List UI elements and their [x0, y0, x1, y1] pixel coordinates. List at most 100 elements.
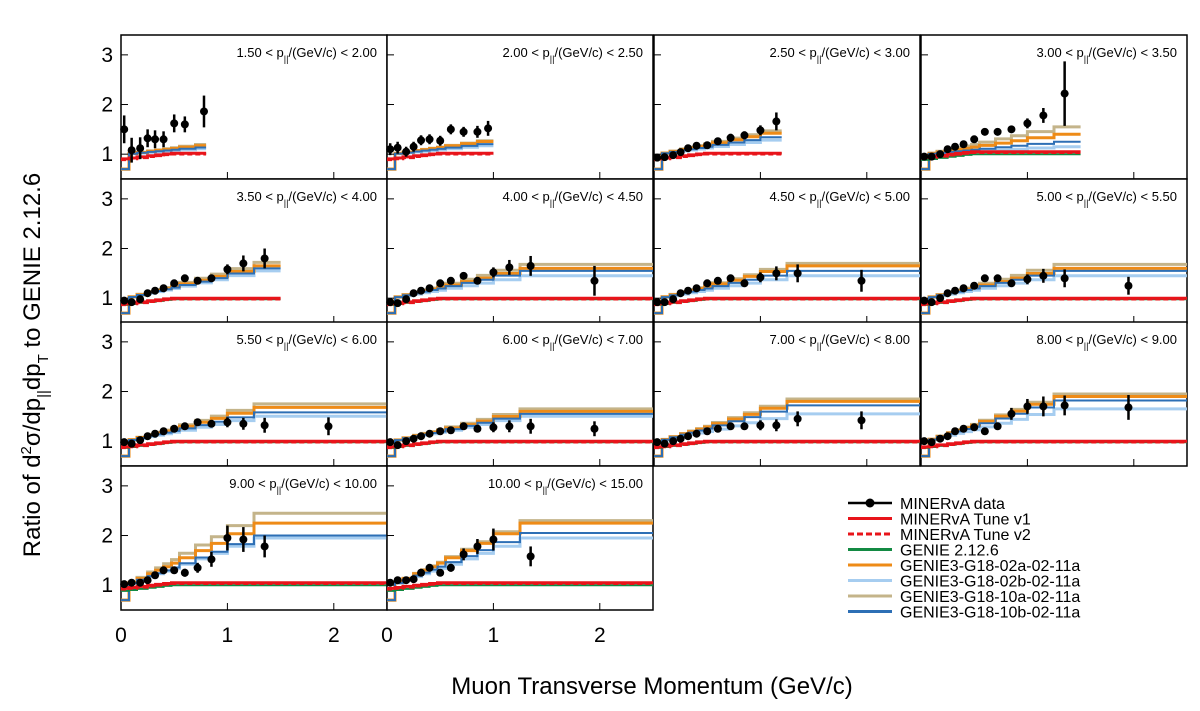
data-point: [393, 576, 402, 585]
data-point: [402, 576, 411, 585]
data-point: [436, 279, 445, 288]
data-point: [1039, 402, 1048, 411]
legend-label: MINERvA data: [900, 496, 1005, 513]
data-point: [676, 148, 685, 157]
data-point: [324, 422, 333, 431]
data-point: [193, 418, 202, 427]
legend-label: MINERvA Tune v1: [900, 512, 1031, 529]
model-histogram-tune-v2: [121, 582, 387, 591]
data-point: [927, 438, 936, 447]
panel-bin-label: 1.50 < p||/(GeV/c) < 2.00: [236, 45, 377, 64]
legend-marker: [865, 498, 875, 508]
data-point: [409, 142, 418, 151]
data-point: [180, 274, 189, 283]
panel-bin-label-part: ||: [817, 54, 822, 64]
y-tick-label: 2: [101, 381, 113, 404]
legend-item: GENIE3-G18-10b-02-11a: [848, 605, 1080, 622]
data-point: [473, 424, 482, 433]
data-point: [417, 136, 426, 145]
data-point: [459, 422, 468, 431]
data-point: [713, 276, 722, 285]
data-point: [489, 535, 498, 544]
model-histogram-b10: [654, 136, 782, 171]
data-point: [417, 568, 426, 577]
x-tick-label: 0: [381, 624, 393, 647]
data-point: [393, 299, 402, 308]
panel: 6.00 < p||/(GeV/c) < 7.00: [386, 321, 654, 467]
data-point: [409, 434, 418, 443]
data-point: [703, 427, 712, 436]
y-axis-label-part: to GENIE 2.12.6: [19, 173, 46, 354]
panel-bin-label: 5.50 < p||/(GeV/c) < 6.00: [236, 332, 377, 351]
model-histogram-g2: [387, 584, 653, 592]
data-point: [260, 542, 269, 551]
panel-bin-label-part: /(GeV/c) < 6.00: [288, 332, 377, 347]
panel-bin-label-part: 4.00 < p: [502, 189, 549, 204]
data-point: [223, 418, 232, 427]
model-histogram-v1: [387, 151, 494, 161]
data-point: [1007, 409, 1016, 418]
model-histogram-tune-v2: [121, 440, 387, 450]
legend-item: MINERvA Tune v2: [848, 527, 1031, 544]
y-tick-label: 3: [101, 188, 113, 211]
legend-item: GENIE3-G18-02a-02-11a: [848, 558, 1080, 575]
panel-bin-label-part: ||: [284, 198, 289, 208]
data-point: [959, 284, 968, 293]
data-point: [151, 571, 160, 580]
model-histogram-tune-v2: [921, 297, 1187, 307]
panel-bin-label-part: ||: [1084, 54, 1089, 64]
panel-bin-label-part: ||: [550, 54, 555, 64]
data-point: [393, 143, 402, 152]
data-point: [151, 429, 160, 438]
panel-bin-label-part: /(GeV/c) < 7.00: [554, 332, 643, 347]
data-point: [489, 423, 498, 432]
panel-bin-label-part: ||: [1084, 198, 1089, 208]
panel-bin-label-part: /(GeV/c) < 3.00: [821, 45, 910, 60]
data-point: [207, 419, 216, 428]
data-point: [402, 437, 411, 446]
data-point: [740, 131, 749, 140]
model-histogram-g2: [121, 584, 387, 592]
data-point: [1023, 402, 1032, 411]
data-point: [669, 295, 678, 304]
panel-bin-label: 2.00 < p||/(GeV/c) < 2.50: [502, 45, 643, 64]
data-point: [386, 438, 395, 447]
legend-item: MINERvA Tune v1: [848, 512, 1031, 529]
data-point: [726, 422, 735, 431]
data-point: [959, 424, 968, 433]
model-histogram-b10: [121, 146, 207, 171]
data-point: [207, 274, 216, 283]
data-point: [425, 429, 434, 438]
panel-bin-label-part: ||: [817, 341, 822, 351]
data-point: [143, 576, 152, 585]
legend-label: GENIE3-G18-02b-02-11a: [900, 574, 1080, 591]
panel-bin-label-part: 6.00 < p: [502, 332, 549, 347]
data-point: [660, 298, 669, 307]
data-point: [1007, 279, 1016, 288]
data-point: [526, 552, 535, 561]
data-point: [653, 298, 662, 307]
data-point: [417, 286, 426, 295]
y-axis-label: Ratio of d2σ/dp||dpT to GENIE 2.12.6: [18, 173, 52, 557]
data-point: [223, 265, 232, 274]
panel-bin-label-part: 3.50 < p: [236, 189, 283, 204]
y-tick-label: 2: [101, 94, 113, 117]
data-point: [393, 441, 402, 450]
data-point: [260, 421, 269, 430]
data-point: [127, 578, 136, 587]
y-axis-label-part: Ratio of d: [19, 454, 46, 557]
data-point: [505, 263, 514, 272]
data-point: [993, 274, 1002, 283]
data-point: [936, 294, 945, 303]
data-point: [386, 145, 395, 154]
data-point: [436, 568, 445, 577]
data-point: [726, 133, 735, 142]
data-point: [713, 137, 722, 146]
panel-bin-label: 2.50 < p||/(GeV/c) < 3.00: [769, 45, 910, 64]
panel-bin-label-part: /(GeV/c) < 4.00: [288, 189, 377, 204]
panel-bin-label: 4.00 < p||/(GeV/c) < 4.50: [502, 189, 643, 208]
data-point: [684, 432, 693, 441]
data-point: [1060, 89, 1069, 98]
data-point: [459, 550, 468, 559]
data-point: [943, 145, 952, 154]
